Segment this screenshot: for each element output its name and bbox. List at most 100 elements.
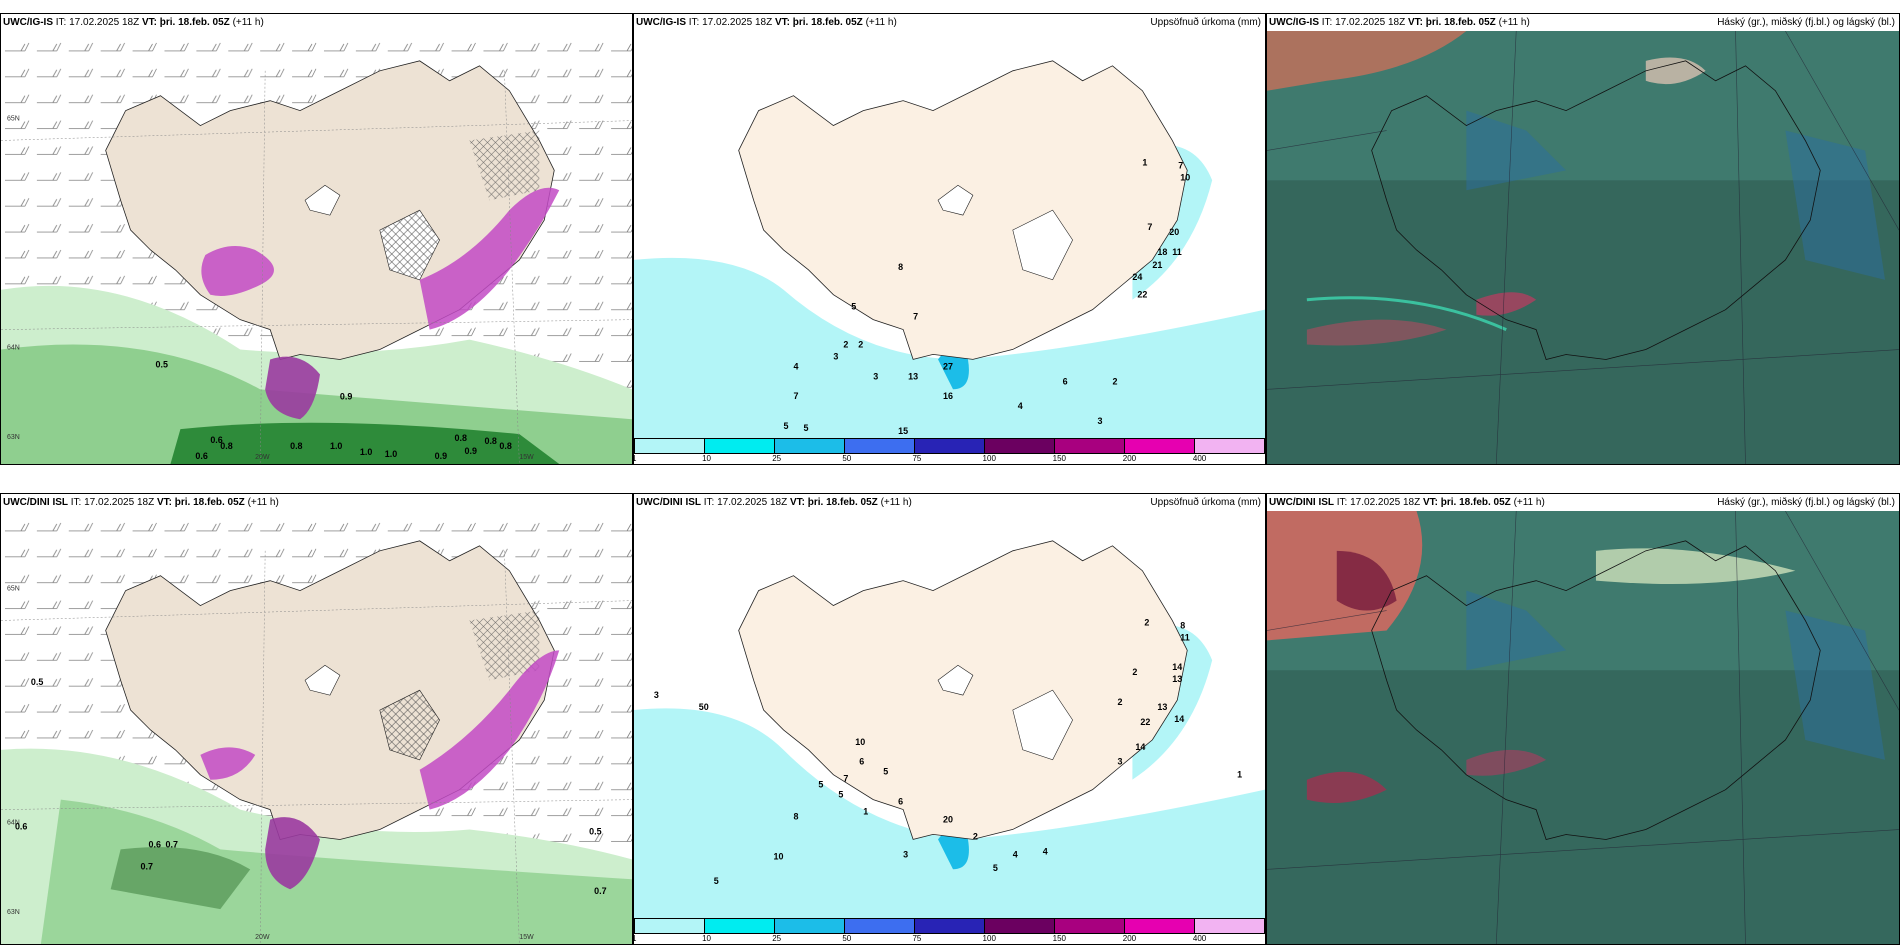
value-label: 24: [1132, 272, 1142, 282]
map-area: 65N 64N 63N 20W 15W 0.5 0.8 1.0 0.9 0.6 …: [1, 31, 632, 464]
lat-label: 63N: [7, 434, 20, 441]
colorbar-cell: [635, 439, 705, 453]
value-label: 3: [903, 849, 908, 859]
value-label: 7: [793, 391, 798, 401]
panel-accum-precip-ig: UWC/IG-IS IT: 17.02.2025 18Z VT: þri. 18…: [633, 13, 1266, 465]
value-label: 0.8: [499, 441, 511, 451]
model-name: UWC/IG-IS: [3, 17, 53, 28]
panel-clouds-dini: UWC/DINI ISL IT: 17.02.2025 18Z VT: þri.…: [1266, 493, 1900, 945]
colorbar-cell: [845, 919, 915, 933]
map-area: 2 8 11 14 13 13 14 22 14 2 2 3 3 50 10 6…: [634, 511, 1265, 918]
issue-time: 17.02.2025 18Z: [1335, 17, 1406, 28]
value-label: 0.5: [31, 677, 43, 687]
colorbar-tick-label: 1: [634, 454, 636, 463]
colorbar-tick-label: 1: [634, 934, 636, 943]
value-label: 3: [833, 351, 838, 361]
map-area: 65N 64N 63N 20W 15W 0.5 0.6 0.7 0.6 0.7 …: [1, 511, 632, 944]
colorbar-ticks: 1 10 25 50 75 100 150 200 400: [634, 454, 1265, 464]
value-label: 10: [1180, 172, 1190, 182]
value-label: 0.6: [149, 839, 161, 849]
colorbar-tick-label: 200: [1122, 454, 1137, 463]
value-label: 0.9: [340, 391, 352, 401]
value-label: 3: [1098, 416, 1103, 426]
value-label: 5: [883, 767, 888, 777]
value-label: 0.5: [589, 827, 601, 837]
colorbar-tick-label: 75: [912, 934, 922, 943]
map-area: 1 7 10 20 18 11 21 24 22 7 8 5 7 2 2 4 3…: [634, 31, 1265, 438]
value-label: 11: [1172, 247, 1181, 257]
colorbar-cell: [705, 439, 775, 453]
value-label: 2: [1112, 376, 1117, 386]
colorbar-ticks: 1 10 25 50 75 100 150 200 400: [634, 934, 1265, 944]
value-label: 5: [818, 780, 823, 790]
value-label: 13: [908, 371, 918, 381]
value-label: 14: [1135, 742, 1145, 752]
colorbar-tick-label: 50: [842, 454, 852, 463]
value-label: 6: [898, 797, 903, 807]
model-name: UWC/IG-IS: [636, 17, 686, 28]
colorbar-cell: [1125, 439, 1195, 453]
colorbar-cell: [845, 439, 915, 453]
valid-time: þri. 18.feb. 05Z: [159, 17, 230, 28]
precip-colorbar: 1 10 25 50 75 100 150 200 400: [634, 918, 1265, 944]
lon-label: 20W: [255, 454, 270, 461]
colorbar-tick-label: 400: [1192, 454, 1207, 463]
value-label: 3: [654, 690, 659, 700]
value-label: 20: [1169, 227, 1179, 237]
lead-time: (+11 h): [232, 17, 264, 28]
lat-label: 64N: [7, 345, 20, 352]
issue-time: 17.02.2025 18Z: [702, 17, 773, 28]
accum-precip-map: 1 7 10 20 18 11 21 24 22 7 8 5 7 2 2 4 3…: [634, 31, 1265, 438]
panel-wind-precip-dini: UWC/DINI ISL IT: 17.02.2025 18Z VT: þri.…: [0, 493, 633, 945]
value-label: 0.7: [141, 861, 153, 871]
value-label: 5: [784, 421, 789, 431]
colorbar-tick-label: 100: [982, 934, 996, 943]
value-label: 3: [873, 371, 878, 381]
value-label: 22: [1140, 717, 1150, 727]
model-name: UWC/DINI ISL: [1269, 497, 1334, 508]
panel-accum-precip-dini: UWC/DINI ISL IT: 17.02.2025 18Z VT: þri.…: [633, 493, 1266, 945]
colorbar-tick-label: 400: [1192, 934, 1207, 943]
panel-title: Háský (gr.), miðský (fj.bl.) og lágský (…: [1717, 17, 1895, 28]
panel-title: Háský (gr.), miðský (fj.bl.) og lágský (…: [1717, 497, 1895, 508]
colorbar-cell: [635, 919, 705, 933]
iceland-outline: [1371, 540, 1821, 840]
lead-time: (+11 h): [880, 497, 912, 508]
value-label: 6: [1063, 376, 1068, 386]
cloud-cover-map: [1267, 511, 1899, 944]
value-label: 4: [793, 361, 798, 371]
issue-time: 17.02.2025 18Z: [717, 497, 788, 508]
panel-header: UWC/DINI ISL IT: 17.02.2025 18Z VT: þri.…: [1, 494, 632, 511]
value-label: 4: [1043, 846, 1048, 856]
colorbar-cell: [915, 919, 985, 933]
colorbar-tick-label: 150: [1052, 934, 1067, 943]
panel-clouds-ig: UWC/IG-IS IT: 17.02.2025 18Z VT: þri. 18…: [1266, 13, 1900, 465]
valid-time: þri. 18.feb. 05Z: [174, 497, 245, 508]
panel-wind-precip-ig: UWC/IG-IS IT: 17.02.2025 18Z VT: þri. 18…: [0, 13, 633, 465]
lon-label: 15W: [519, 454, 534, 461]
value-label: 3: [1117, 757, 1122, 767]
colorbar-cell: [985, 439, 1055, 453]
value-label: 7: [913, 312, 918, 322]
panel-title: Uppsöfnuð úrkoma (mm): [1150, 497, 1261, 508]
panel-header: UWC/IG-IS IT: 17.02.2025 18Z VT: þri. 18…: [1, 14, 632, 31]
value-label: 0.6: [195, 451, 207, 461]
issue-time: 17.02.2025 18Z: [84, 497, 155, 508]
lat-label: 64N: [7, 820, 20, 827]
panel-title: Uppsöfnuð úrkoma (mm): [1150, 17, 1261, 28]
panel-header: UWC/DINI ISL IT: 17.02.2025 18Z VT: þri.…: [634, 494, 1265, 511]
value-label: 10: [774, 851, 784, 861]
value-label: 22: [1137, 290, 1147, 300]
colorbar-tick-label: 10: [702, 934, 712, 943]
panel-header: UWC/IG-IS IT: 17.02.2025 18Z VT: þri. 18…: [634, 14, 1265, 31]
map-area: [1267, 511, 1899, 944]
colorbar-cells: [634, 438, 1265, 454]
value-label: 1: [1142, 157, 1147, 167]
colorbar-cell: [1195, 439, 1264, 453]
colorbar-tick-label: 25: [772, 934, 782, 943]
colorbar-cell: [985, 919, 1055, 933]
issue-time: 17.02.2025 18Z: [69, 17, 140, 28]
value-label: 8: [793, 811, 798, 821]
wind-precip-map: 65N 64N 63N 20W 15W 0.5 0.6 0.7 0.6 0.7 …: [1, 511, 632, 944]
value-label: 2: [858, 339, 863, 349]
